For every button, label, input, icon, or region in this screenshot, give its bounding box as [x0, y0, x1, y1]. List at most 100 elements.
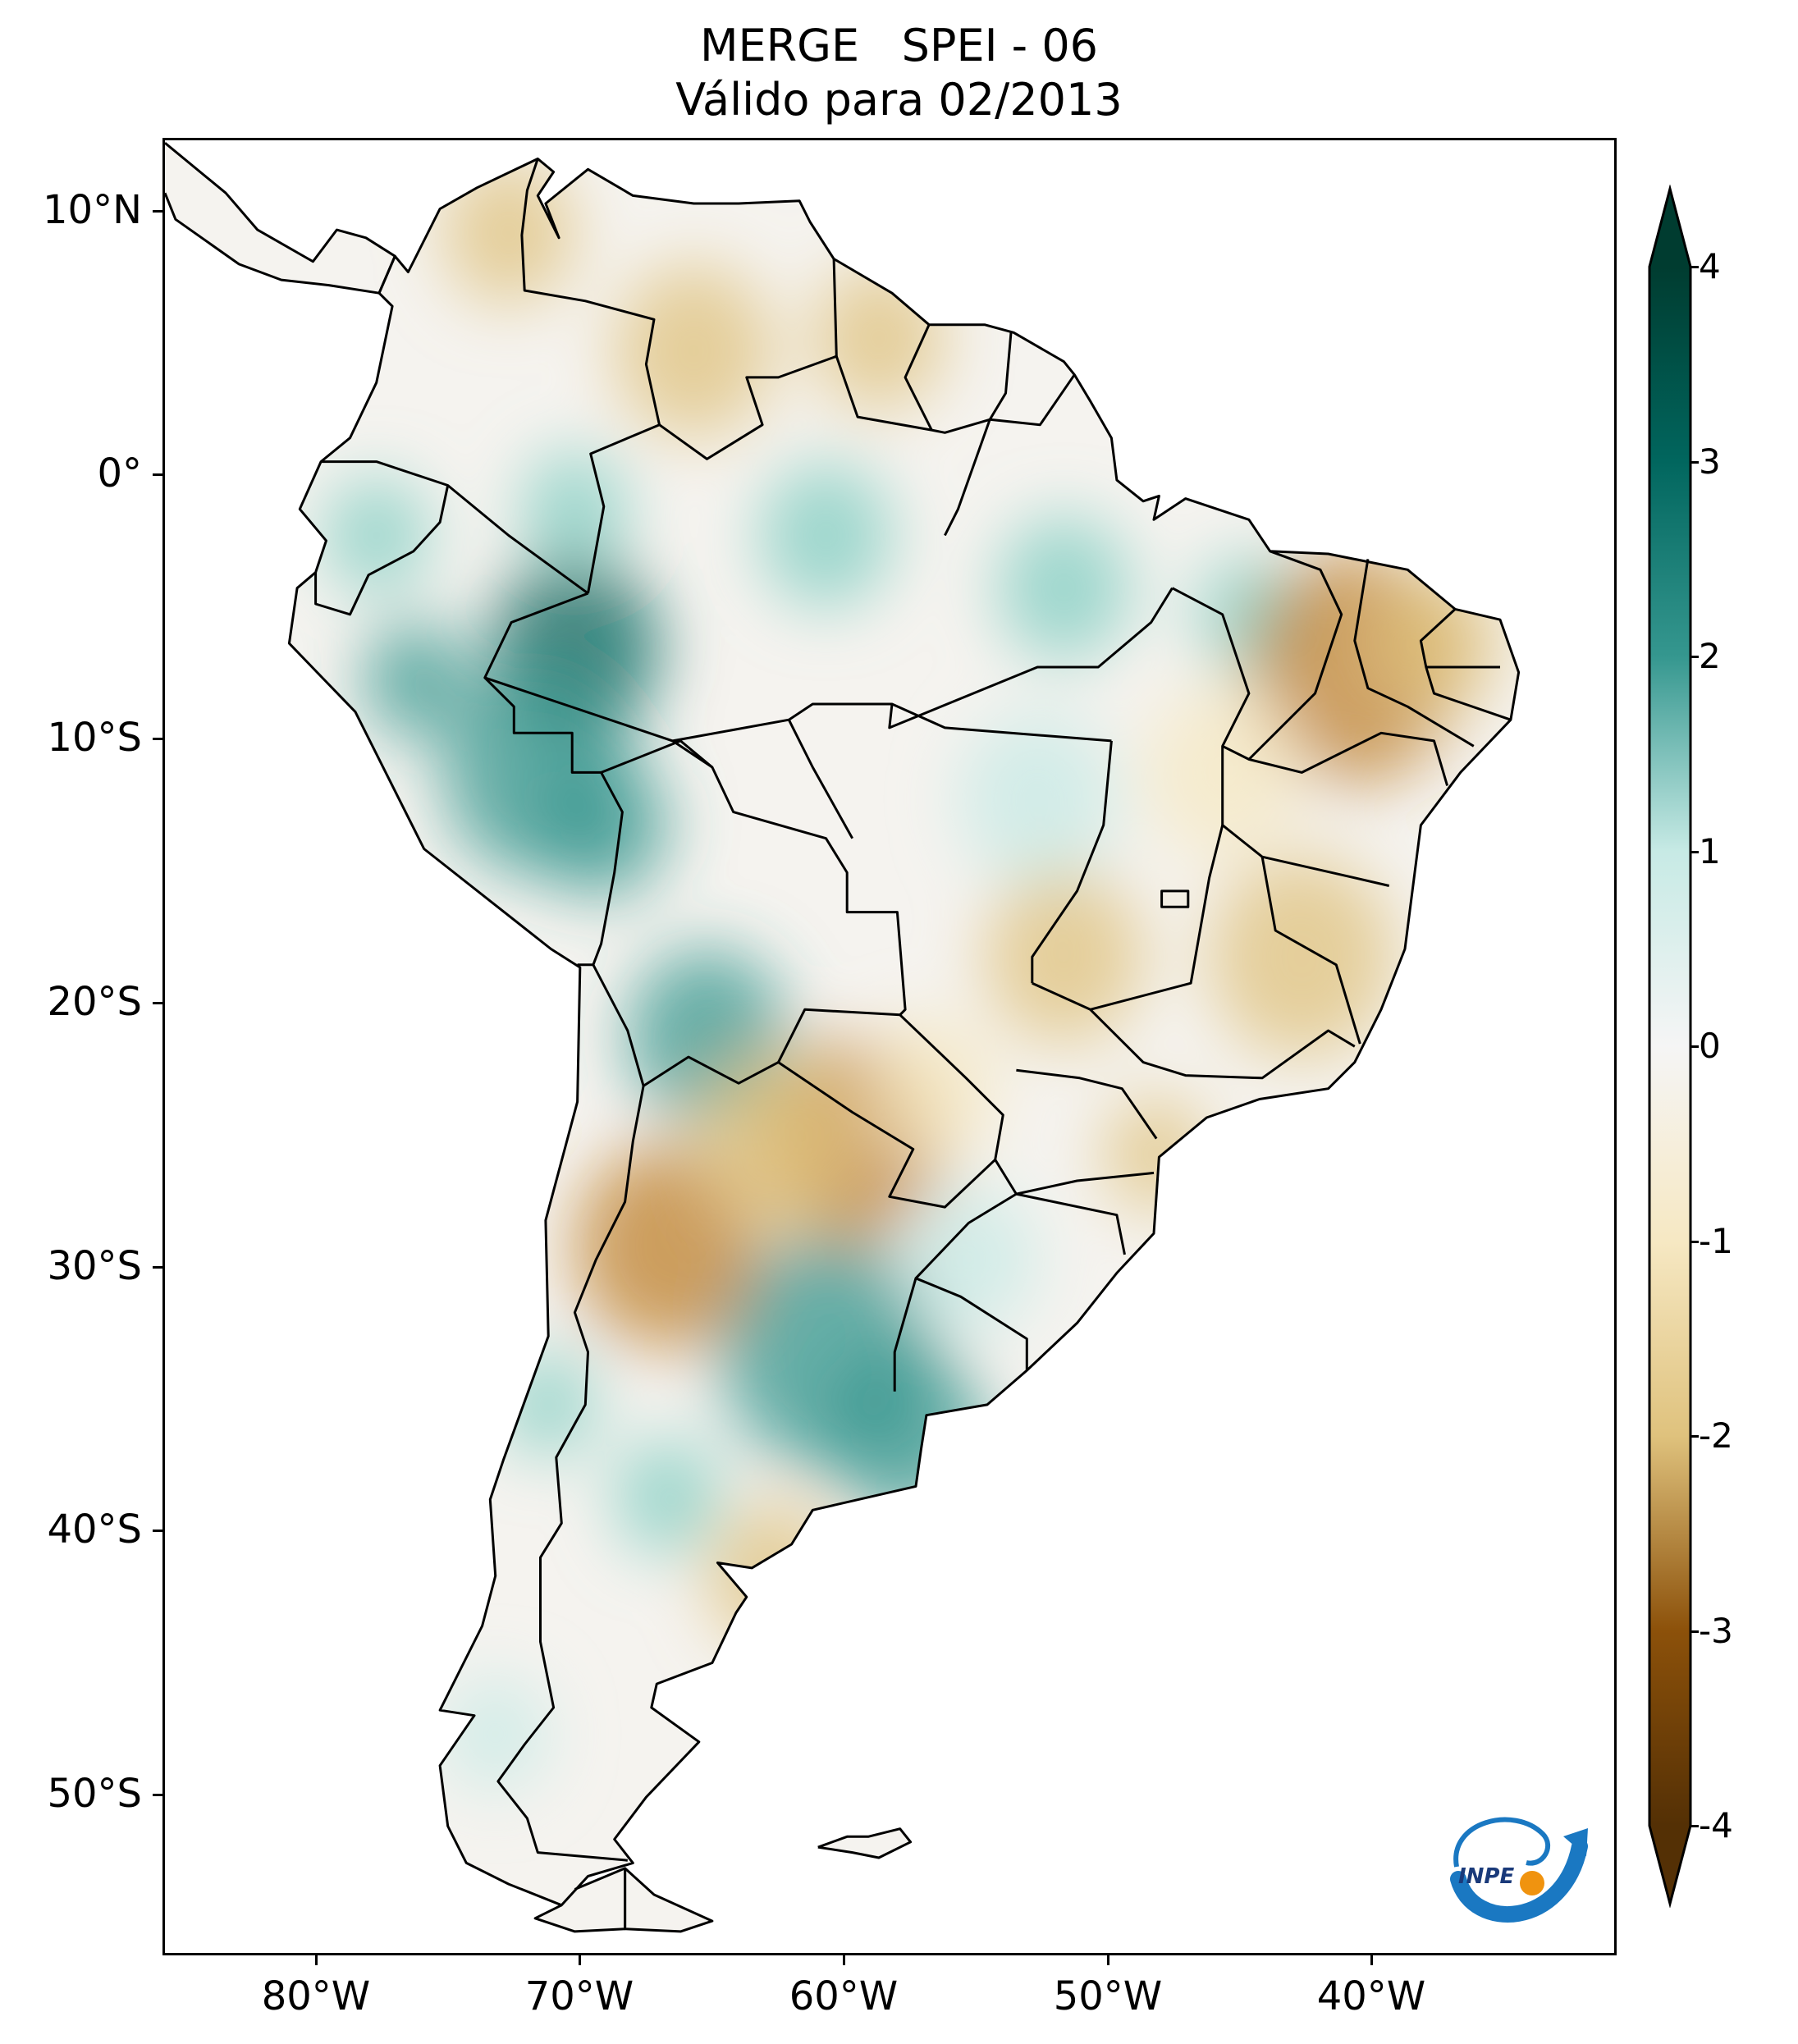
lat-label-0: 0° [97, 450, 142, 496]
colorbar-tick-label: 2 [1699, 636, 1721, 676]
border-line [520, 158, 661, 594]
border-line [1171, 587, 1251, 825]
border-line [1032, 825, 1224, 1011]
anomaly-patch [614, 1438, 721, 1556]
lon-label-50w: 50°W [1053, 1973, 1163, 2019]
anomaly-patch [501, 1352, 597, 1457]
border-line [904, 324, 933, 431]
border-line [1221, 824, 1390, 887]
border-line [165, 142, 396, 295]
anomaly-patch [707, 1502, 840, 1649]
anomaly-patch [826, 1343, 985, 1519]
border-line [787, 719, 854, 839]
border-line [1419, 608, 1500, 669]
lon-label-40w: 40°W [1316, 1973, 1426, 2019]
colorbar-tick-label: 4 [1699, 246, 1721, 286]
border-line [1016, 1068, 1158, 1140]
colorbar-tick [1690, 1435, 1699, 1438]
border-distrito-federal [1160, 889, 1190, 908]
colorbar-tick-label: 1 [1699, 830, 1721, 871]
colorbar-extend-min [1649, 1826, 1690, 1904]
colorbar-tick-label: -2 [1699, 1415, 1733, 1456]
lat-tick [153, 210, 162, 213]
colorbar-tick [1690, 850, 1699, 853]
border-line [446, 484, 589, 595]
lat-tick [153, 1002, 162, 1004]
border-line [1248, 731, 1449, 786]
map-title: MERGE SPEI - 06 [699, 20, 1099, 71]
border-line [835, 355, 1076, 434]
colorbar-tick [1690, 1240, 1699, 1243]
border-line [988, 332, 1013, 421]
border-line [672, 702, 1112, 743]
lon-label-80w: 80°W [261, 1973, 371, 2019]
border-line [1031, 740, 1113, 984]
colorbar-gradient [1649, 267, 1690, 1826]
lat-label-40s: 40°S [47, 1507, 142, 1552]
anomaly-patch [442, 1676, 549, 1793]
anomaly-patch [759, 462, 892, 609]
anomaly-patch [812, 265, 945, 411]
border-line [314, 460, 450, 616]
anomaly-patch [363, 622, 469, 738]
anomaly-patch [521, 450, 628, 568]
map-subtitle: Válido para 02/2013 [675, 74, 1123, 126]
anomaly-patch [323, 477, 430, 594]
anomaly-patch [958, 711, 1117, 886]
spei-colorbar [1648, 185, 1692, 1908]
border-line [1425, 666, 1512, 721]
border-line [1089, 1008, 1356, 1080]
colorbar-extend-max [1649, 189, 1690, 267]
border-line [601, 739, 907, 1016]
lon-tick [843, 1955, 845, 1965]
border-line [1016, 1192, 1126, 1255]
colorbar-tick [1690, 656, 1699, 658]
colorbar-tick [1690, 266, 1699, 268]
lat-label-20s: 20°S [47, 979, 142, 1025]
lon-label-70w: 70°W [524, 1973, 634, 2019]
border-line [592, 964, 900, 1087]
anomaly-patch [984, 869, 1144, 1045]
lat-label-10n: 10°N [43, 187, 142, 233]
anomaly-patch [614, 263, 774, 439]
lon-tick [1370, 1955, 1373, 1965]
anomaly-patch [905, 1187, 1038, 1333]
colorbar-tick [1690, 1825, 1699, 1827]
lon-tick [315, 1955, 318, 1965]
border-line [496, 1086, 645, 1862]
lon-tick [579, 1955, 581, 1965]
border-line [1222, 550, 1343, 761]
lat-tick [153, 1530, 162, 1532]
border-line [915, 1277, 1028, 1371]
colorbar-tick [1690, 1630, 1699, 1633]
border-line [287, 158, 1521, 1907]
political-borders [165, 142, 1521, 1933]
lat-tick [153, 738, 162, 740]
lon-tick [1107, 1955, 1109, 1965]
lon-label-60w: 60°W [789, 1973, 899, 2019]
lat-label-10s: 10°S [47, 715, 142, 761]
colorbar-tick-label: -1 [1699, 1220, 1733, 1261]
border-line [888, 587, 1174, 729]
lat-label-50s: 50°S [47, 1771, 142, 1817]
border-line [817, 1827, 913, 1859]
lat-tick [153, 473, 162, 476]
lat-label-30s: 30°S [47, 1243, 142, 1289]
anomaly-patch [865, 1016, 998, 1162]
border-line [893, 1159, 1018, 1392]
border-line [944, 418, 991, 537]
colorbar-tick [1690, 1045, 1699, 1048]
colorbar-tick-label: 0 [1699, 1026, 1721, 1066]
colorbar-tick-label: -3 [1699, 1610, 1733, 1651]
anomaly-patch [693, 1054, 853, 1229]
lat-tick [153, 1794, 162, 1796]
map-panel [162, 138, 1617, 1955]
anomaly-patch [535, 752, 668, 899]
border-line [1260, 856, 1361, 1045]
border-line [777, 1013, 1004, 1209]
inpe-logo-icon: INPE [1450, 1817, 1588, 1923]
border-line [1353, 559, 1475, 748]
colorbar-tick [1690, 460, 1699, 464]
border-line [533, 1867, 627, 1933]
colorbar-tick-label: 3 [1699, 441, 1721, 482]
